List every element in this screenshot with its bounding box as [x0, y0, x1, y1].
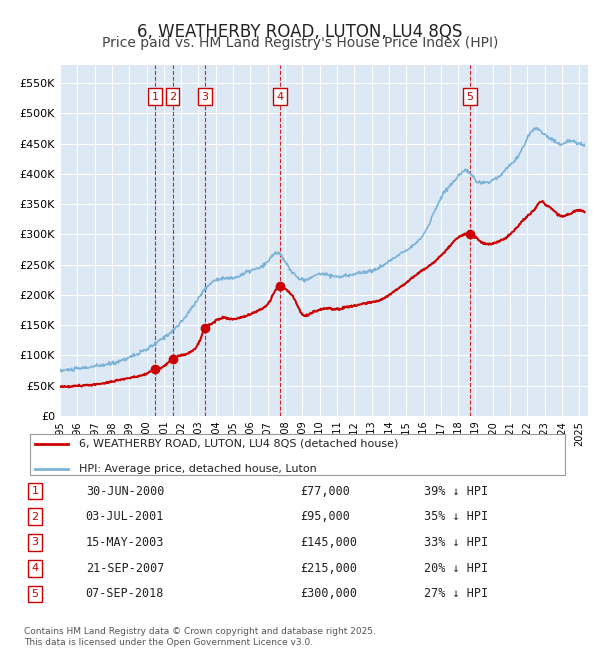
Text: 35% ↓ HPI: 35% ↓ HPI — [424, 510, 488, 523]
Text: £95,000: £95,000 — [300, 510, 350, 523]
Text: 1: 1 — [31, 486, 38, 496]
Text: 07-SEP-2018: 07-SEP-2018 — [86, 588, 164, 601]
Text: 4: 4 — [31, 564, 38, 573]
FancyBboxPatch shape — [30, 434, 565, 476]
Text: Price paid vs. HM Land Registry's House Price Index (HPI): Price paid vs. HM Land Registry's House … — [102, 36, 498, 50]
Text: 30-JUN-2000: 30-JUN-2000 — [86, 484, 164, 497]
Text: HPI: Average price, detached house, Luton: HPI: Average price, detached house, Luto… — [79, 463, 316, 474]
Text: 2: 2 — [169, 92, 176, 101]
Text: 3: 3 — [202, 92, 209, 101]
Text: 1: 1 — [152, 92, 159, 101]
Text: 3: 3 — [31, 538, 38, 547]
Text: 03-JUL-2001: 03-JUL-2001 — [86, 510, 164, 523]
Text: £77,000: £77,000 — [300, 484, 350, 497]
Text: 33% ↓ HPI: 33% ↓ HPI — [424, 536, 488, 549]
Text: 6, WEATHERBY ROAD, LUTON, LU4 8QS: 6, WEATHERBY ROAD, LUTON, LU4 8QS — [137, 23, 463, 41]
Text: 2: 2 — [31, 512, 38, 522]
Text: 21-SEP-2007: 21-SEP-2007 — [86, 562, 164, 575]
Text: 27% ↓ HPI: 27% ↓ HPI — [424, 588, 488, 601]
Text: 39% ↓ HPI: 39% ↓ HPI — [424, 484, 488, 497]
Text: £300,000: £300,000 — [300, 588, 357, 601]
Text: 5: 5 — [467, 92, 473, 101]
Text: 5: 5 — [31, 589, 38, 599]
Text: Contains HM Land Registry data © Crown copyright and database right 2025.
This d: Contains HM Land Registry data © Crown c… — [24, 627, 376, 647]
Text: 4: 4 — [277, 92, 284, 101]
Text: 20% ↓ HPI: 20% ↓ HPI — [424, 562, 488, 575]
Text: £145,000: £145,000 — [300, 536, 357, 549]
Text: £215,000: £215,000 — [300, 562, 357, 575]
Text: 6, WEATHERBY ROAD, LUTON, LU4 8QS (detached house): 6, WEATHERBY ROAD, LUTON, LU4 8QS (detac… — [79, 439, 398, 448]
Text: 15-MAY-2003: 15-MAY-2003 — [86, 536, 164, 549]
